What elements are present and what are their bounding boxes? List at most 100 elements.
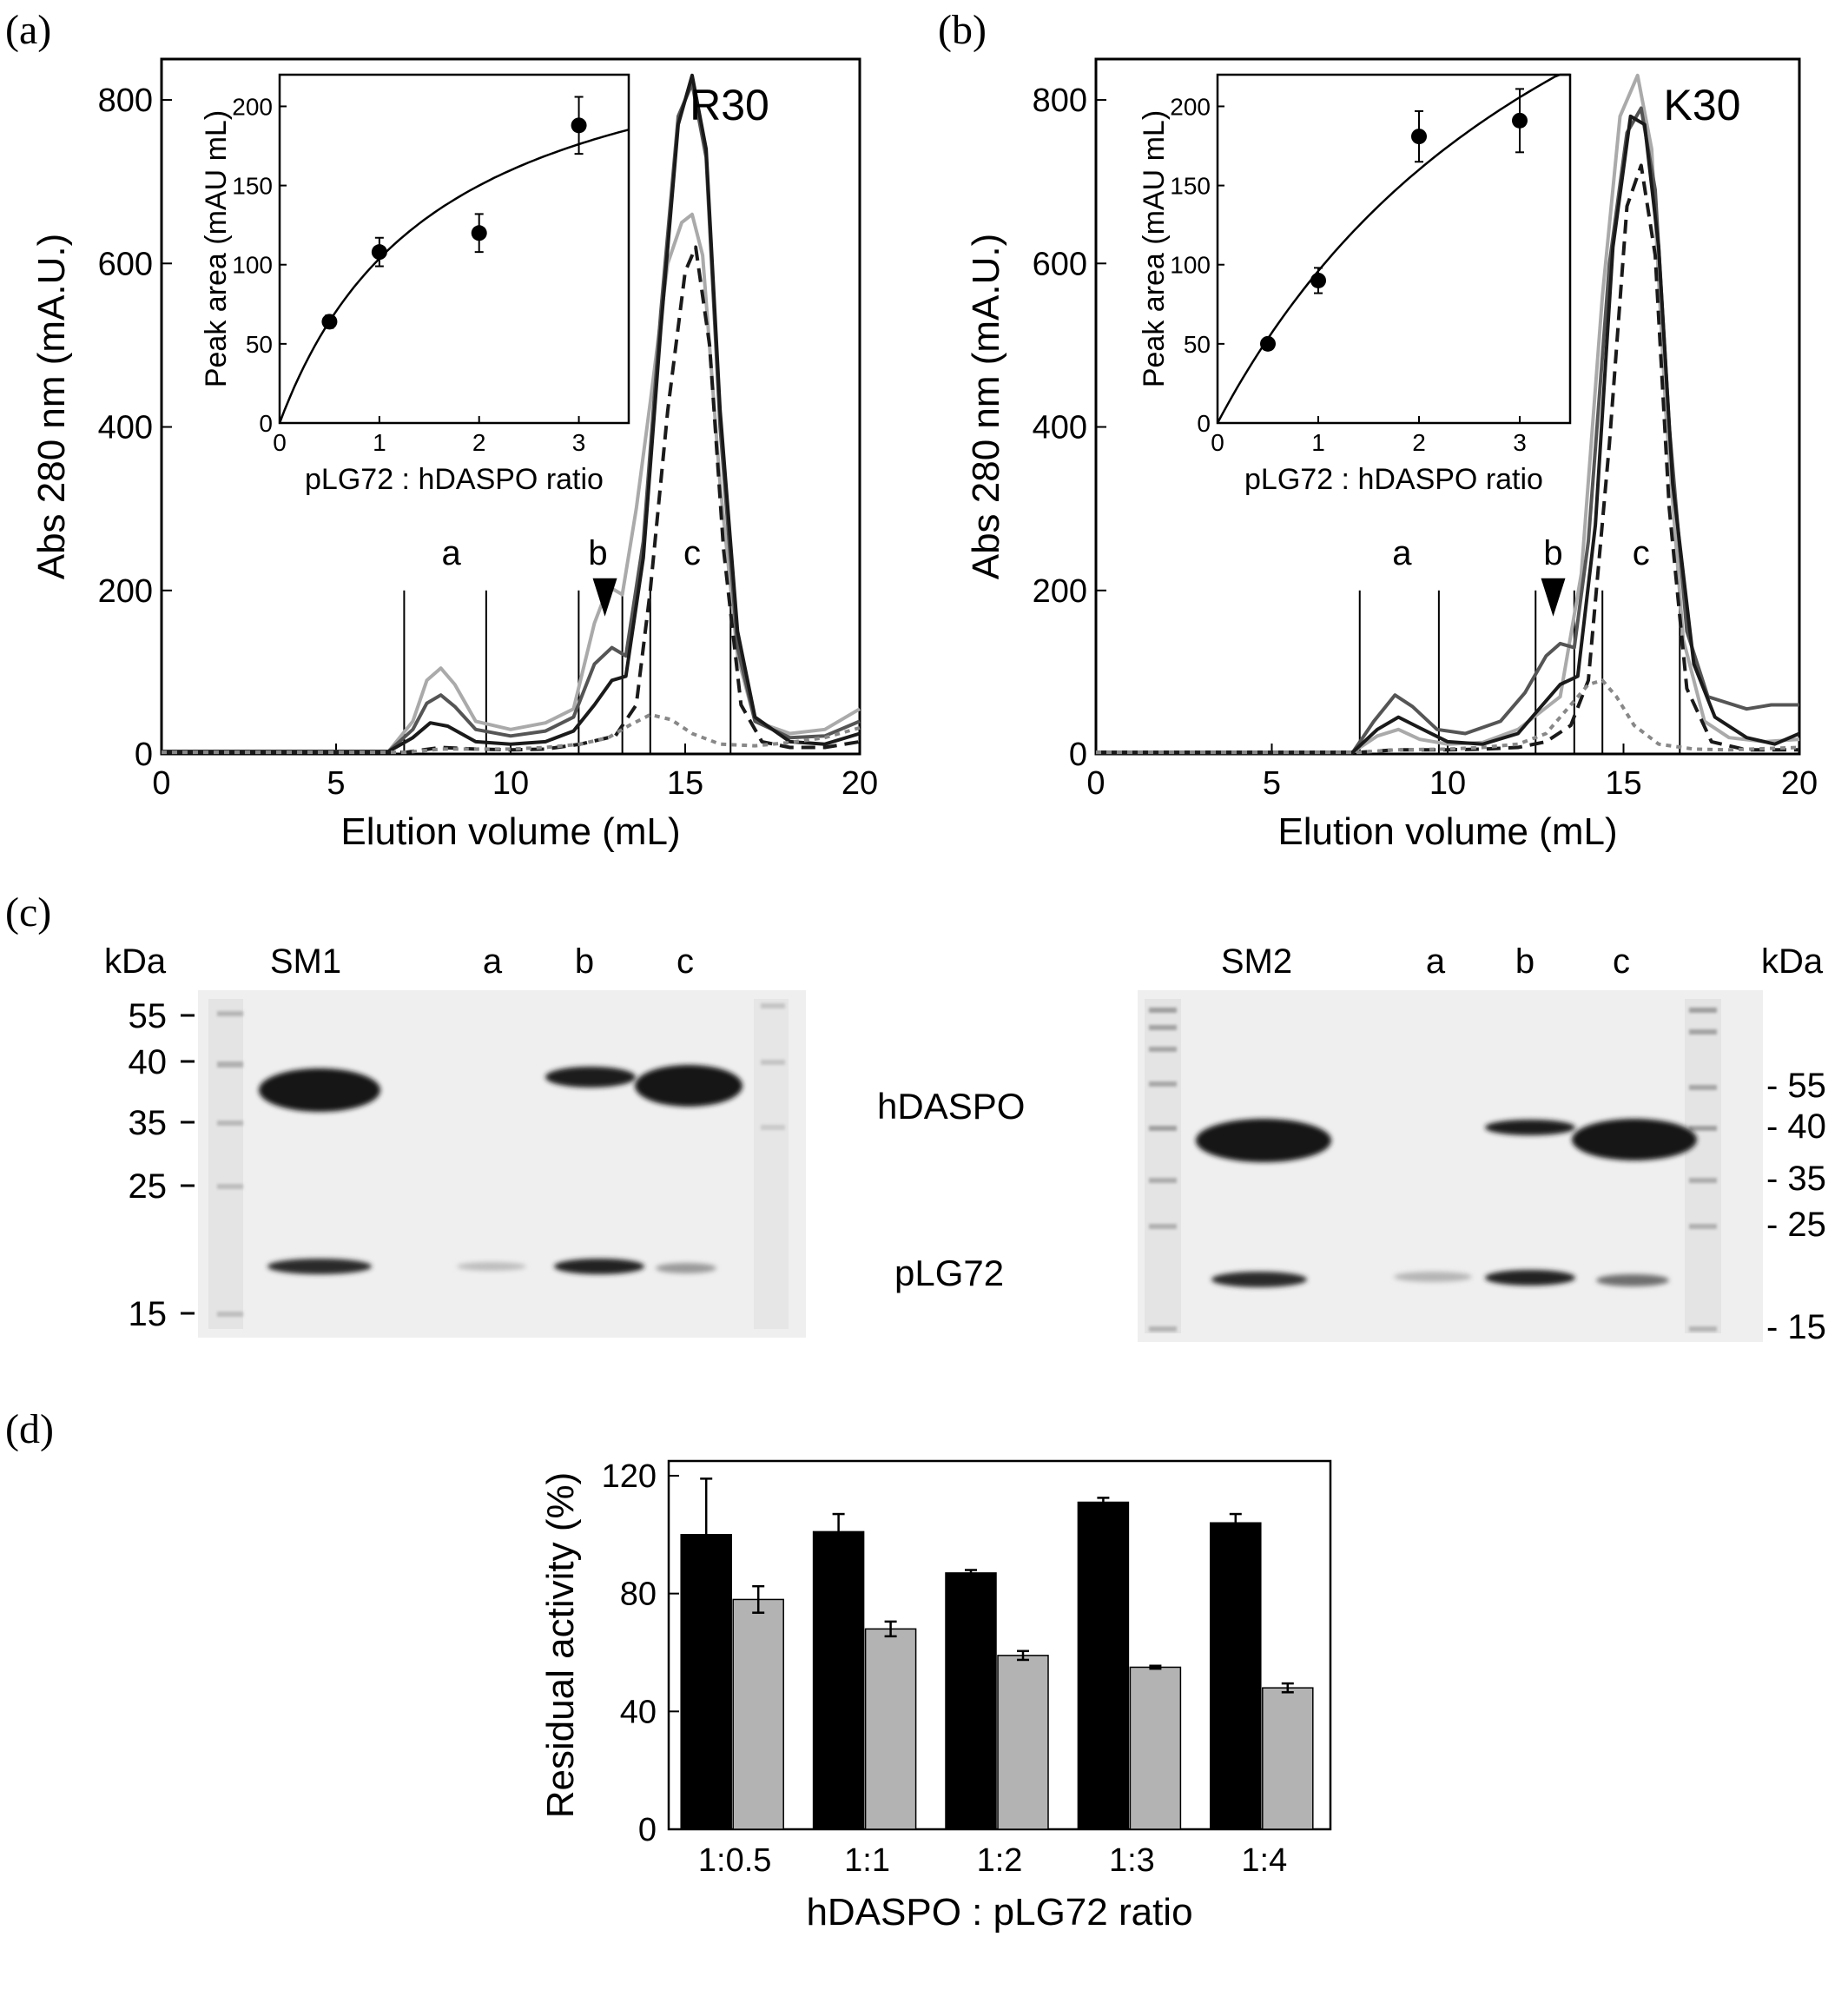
x-tick-label: 10 [492, 765, 529, 802]
inset-y-tick-label: 200 [1170, 93, 1211, 120]
gel-right-lane-label: SM2 [1221, 942, 1292, 981]
bar-x-tick-label: 1:0.5 [698, 1842, 772, 1879]
gel-right-marker-label: - 55 [1766, 1067, 1826, 1105]
gel-right-ladder-left-band-6 [1149, 1178, 1177, 1183]
gel-right-band-b-hdaspo [1485, 1120, 1575, 1135]
inset-plot: 0 1 2 3 0 50 100 150 200 pLG72 : hDASPO ratio Peak… [200, 73, 630, 496]
gel-right-ladder-right-band-4 [1689, 1126, 1717, 1131]
bar-x-tick-label: 1:4 [1241, 1842, 1287, 1879]
inset-y-tick-label: 50 [246, 331, 273, 358]
bar-black [1210, 1522, 1262, 1830]
y-tick-label: 600 [1033, 246, 1087, 282]
x-tick-label: 15 [667, 765, 703, 802]
bar-gray [997, 1655, 1049, 1830]
gel-right-ladder-left-band-5 [1149, 1126, 1177, 1131]
x-tick-label: 0 [1086, 765, 1105, 802]
gel-right-marker-label: - 40 [1766, 1107, 1826, 1146]
gel-left-ladder-right-band-1 [761, 1003, 785, 1008]
gel-left-band-sm1-plg72 [267, 1259, 372, 1274]
inset-x-axis-title: pLG72 : hDASPO ratio [1244, 463, 1543, 496]
gel-right-band-sm2-plg72 [1211, 1272, 1307, 1287]
gel-right-band-b-plg72 [1485, 1270, 1575, 1286]
inset-x-tick-label: 3 [1513, 429, 1527, 456]
gel-left-lane-label: c [676, 942, 694, 981]
gel-right-ladder-left-band-4 [1149, 1081, 1177, 1087]
gel-right-ladder-right-band-7 [1689, 1326, 1717, 1332]
inset-y-tick-label: 0 [259, 410, 273, 437]
gel-right-band-sm2-hdaspo [1196, 1119, 1331, 1162]
sample-label: R30 [690, 81, 769, 129]
gel-right-ladder-left-band-3 [1149, 1047, 1177, 1052]
gel-left-lane-label: SM1 [270, 942, 341, 981]
inset-y-tick-label: 0 [1197, 410, 1211, 437]
bar-gray [1129, 1666, 1182, 1830]
chromatogram-trace [1096, 114, 1800, 755]
y-tick-label: 400 [1033, 410, 1087, 446]
bar-y-tick-label: 40 [620, 1694, 657, 1730]
sample-label: K30 [1664, 81, 1741, 129]
y-tick-label: 200 [1033, 573, 1087, 610]
gel-left-marker-label: 40 [129, 1043, 168, 1081]
bar-y-axis-title: Residual activity (%) [539, 1472, 582, 1819]
gel-right-marker-label: - 15 [1766, 1308, 1826, 1346]
gel-right-marker-label: - 25 [1766, 1206, 1826, 1244]
gel-right-ladder-right-band-6 [1689, 1224, 1717, 1229]
x-axis-title: Elution volume (mL) [1277, 810, 1617, 853]
inset-data-point [571, 117, 587, 134]
gel-right-ladder-left-band-8 [1149, 1326, 1177, 1332]
inset-frame [1216, 73, 1572, 425]
gel-left-marker-label: 55 [129, 997, 168, 1035]
inset-x-tick-label: 3 [572, 429, 586, 456]
bar-x-tick-label: 1:3 [1109, 1842, 1155, 1879]
x-tick-label: 20 [842, 765, 878, 802]
inset-x-tick-label: 1 [1311, 429, 1325, 456]
y-tick-label: 0 [1069, 737, 1087, 773]
gel-left-marker-25 [217, 1184, 243, 1189]
bar-x-tick-label: 1:1 [844, 1842, 890, 1879]
y-tick-label: 400 [98, 410, 153, 446]
chromatogram-trace [1096, 73, 1800, 755]
gel-left-marker-label: 15 [129, 1295, 168, 1333]
gel-labels: kDa 55 40 35 25 15 SM1 a b c kDa - 55- 40 - 35 - 25 - … [104, 942, 1826, 1346]
bar-black [945, 1572, 997, 1830]
gel-right-kda-label: kDa [1761, 942, 1824, 981]
gel-right-lane-label: a [1426, 942, 1446, 981]
gel-right-ladder-left-band-7 [1149, 1224, 1177, 1229]
gel-right-ladder-right-band-5 [1689, 1178, 1717, 1183]
gel-right-ladder-right-lane [1685, 999, 1721, 1333]
y-tick-label: 0 [135, 737, 153, 773]
gel-right-lane-label: c [1613, 942, 1630, 981]
y-axis-title: Abs 280 nm (mA.U.) [965, 234, 1007, 580]
bar-x-axis-title: hDASPO : pLG72 ratio [806, 1891, 1192, 1934]
bar-y-tick-label: 80 [620, 1577, 657, 1613]
panel-label-a: (a) [5, 7, 51, 53]
inset-y-tick-label: 150 [232, 173, 273, 200]
inset-y-tick-label: 100 [1170, 252, 1211, 279]
inset-data-point [1512, 112, 1528, 129]
x-tick-label: 20 [1781, 765, 1818, 802]
gel-left-kda-label: kDa [104, 942, 167, 981]
gel-left-marker-15 [217, 1312, 243, 1317]
gel-right-marker-label: - 35 [1766, 1160, 1826, 1198]
gel-right-ladder-right-band-3 [1689, 1085, 1717, 1090]
gel-right [1138, 990, 1763, 1342]
bar-y-tick-label: 120 [602, 1458, 657, 1495]
inset-fit-curve [1216, 73, 1570, 424]
inset-x-axis-title: pLG72 : hDASPO ratio [305, 463, 604, 496]
y-tick-label: 800 [98, 83, 153, 119]
gel-left-background [198, 990, 806, 1338]
inset-y-tick-label: 100 [232, 252, 273, 279]
inset-y-axis-title: Peak area (mAU mL) [200, 110, 233, 387]
gel-left-band-b-plg72 [554, 1259, 644, 1274]
panel-label-d: (d) [5, 1406, 54, 1452]
gel-left-marker-label: 35 [129, 1104, 168, 1142]
gel-left-marker-55 [217, 1011, 243, 1016]
gel-right-lane-label: b [1515, 942, 1534, 981]
gel-right-band-a-plg72 [1394, 1272, 1472, 1282]
bar-black [812, 1530, 865, 1830]
inset-data-point [1411, 129, 1427, 145]
peak-b-arrow-icon [1541, 578, 1566, 617]
inset-x-tick-label: 1 [373, 429, 386, 456]
gel-right-ladder-right-band-1 [1689, 1008, 1717, 1013]
